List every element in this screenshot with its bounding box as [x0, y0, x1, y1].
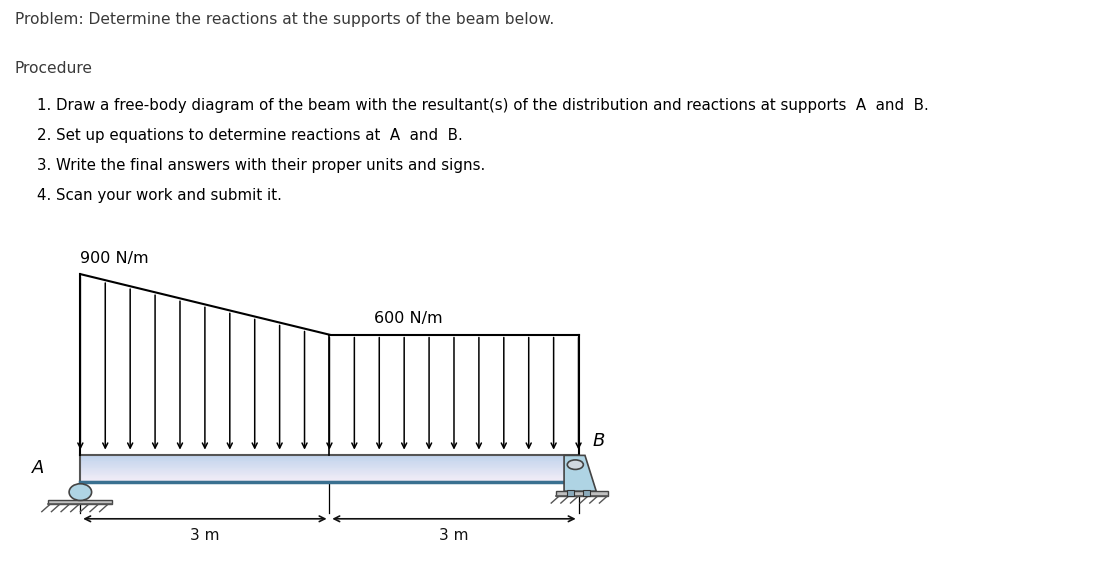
Bar: [80, 467, 578, 469]
Text: Problem: Determine the reactions at the supports of the beam below.: Problem: Determine the reactions at the …: [15, 12, 554, 27]
Bar: [80, 479, 578, 481]
Bar: [80, 459, 578, 460]
Bar: [80, 462, 578, 463]
Bar: [80, 463, 578, 464]
Text: 3 m: 3 m: [190, 529, 220, 544]
Bar: [80, 475, 578, 477]
Text: 2. Set up equations to determine reactions at  A  and  B.: 2. Set up equations to determine reactio…: [37, 128, 462, 143]
Bar: [80, 464, 578, 466]
Bar: [80, 470, 578, 471]
Text: B: B: [593, 432, 605, 449]
Bar: [48, 500, 113, 504]
Bar: [80, 478, 578, 479]
Bar: [80, 481, 578, 482]
Bar: [80, 477, 578, 478]
Bar: [584, 490, 589, 496]
Text: 3. Write the final answers with their proper units and signs.: 3. Write the final answers with their pr…: [37, 158, 485, 173]
Bar: [80, 479, 578, 480]
Text: A: A: [32, 459, 45, 478]
Bar: [80, 458, 578, 459]
Bar: [80, 474, 578, 475]
Bar: [80, 455, 578, 482]
Bar: [80, 472, 578, 473]
Bar: [80, 474, 578, 475]
Bar: [80, 471, 578, 472]
Bar: [80, 469, 578, 470]
Bar: [80, 460, 578, 462]
Bar: [80, 459, 578, 460]
Ellipse shape: [69, 484, 92, 500]
Bar: [80, 473, 578, 474]
Bar: [80, 466, 578, 467]
Circle shape: [567, 460, 584, 470]
Bar: [80, 456, 578, 457]
Bar: [80, 457, 578, 458]
Bar: [80, 455, 578, 456]
Text: 1. Draw a free-body diagram of the beam with the resultant(s) of the distributio: 1. Draw a free-body diagram of the beam …: [37, 98, 929, 113]
Text: 3 m: 3 m: [440, 529, 469, 544]
Text: 900 N/m: 900 N/m: [80, 250, 148, 265]
Bar: [80, 461, 578, 462]
Bar: [556, 491, 608, 496]
Text: Procedure: Procedure: [15, 61, 93, 76]
Bar: [567, 490, 574, 496]
Bar: [80, 476, 578, 477]
Text: 600 N/m: 600 N/m: [374, 311, 442, 326]
Text: 4. Scan your work and submit it.: 4. Scan your work and submit it.: [37, 188, 281, 203]
Bar: [80, 466, 578, 467]
Polygon shape: [564, 455, 596, 491]
Bar: [80, 464, 578, 465]
